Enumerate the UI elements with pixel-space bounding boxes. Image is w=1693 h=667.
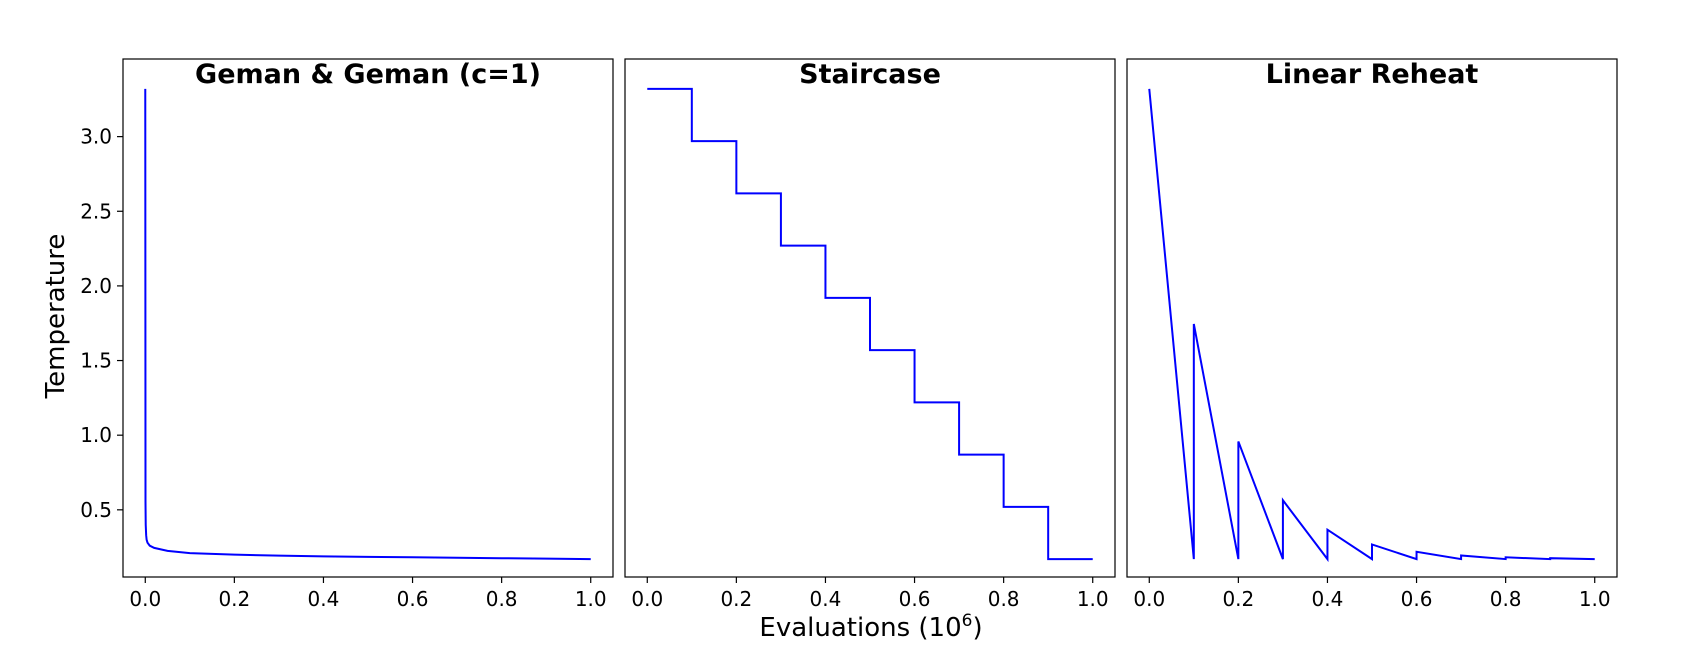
x-tick-label: 0.0 xyxy=(1133,587,1165,611)
x-tick-label: 0.4 xyxy=(1312,587,1344,611)
axes-frame xyxy=(1126,58,1618,578)
y-tick-label: 0.5 xyxy=(80,498,112,522)
x-tick-label: 0.6 xyxy=(397,587,429,611)
x-tick-label: 0.0 xyxy=(631,587,663,611)
x-tick-label: 0.8 xyxy=(486,587,518,611)
y-tick-label: 3.0 xyxy=(80,125,112,149)
chart-panel-3: 0.0 0.2 0.4 0.6 0.8 1.0 Linear Reheat xyxy=(1126,58,1618,611)
panel-title: Geman & Geman (c=1) xyxy=(195,59,541,90)
y-tick-label: 1.0 xyxy=(80,423,112,447)
x-tick-label: 0.0 xyxy=(129,587,161,611)
x-tick-label: 0.4 xyxy=(810,587,842,611)
chart-panel-2: 0.0 0.2 0.4 0.6 0.8 1.0 Staircase xyxy=(624,58,1116,611)
panel-title: Linear Reheat xyxy=(1266,59,1479,90)
y-axis-label: Temperature xyxy=(41,234,71,400)
x-tick-label: 1.0 xyxy=(575,587,607,611)
y-tick-label: 2.5 xyxy=(80,199,112,223)
x-tick-label: 0.2 xyxy=(218,587,250,611)
series-line-2-1 xyxy=(647,87,1093,561)
x-axis-label-text: Evaluations (10 xyxy=(759,613,961,643)
x-tick-label: 0.8 xyxy=(988,587,1020,611)
axes-frame xyxy=(624,58,1116,578)
x-axis-label-close: ) xyxy=(972,613,982,643)
x-axis-label: Evaluations (106) xyxy=(759,611,982,643)
x-tick-label: 0.8 xyxy=(1490,587,1522,611)
chart-panel-1: 0.0 0.2 0.4 0.6 0.8 1.0 0.5 1.0 1.5 2.0 2.5 3.0 Gema… xyxy=(80,58,614,611)
x-tick-label: 0.2 xyxy=(720,587,752,611)
x-axis-label-exponent: 6 xyxy=(962,611,973,631)
series-line-1-1 xyxy=(144,88,591,561)
y-tick-label: 2.0 xyxy=(80,274,112,298)
x-tick-label: 0.6 xyxy=(899,587,931,611)
panel-title: Staircase xyxy=(799,59,941,90)
y-tick-label: 1.5 xyxy=(80,349,112,373)
series-line-3-1 xyxy=(1148,88,1595,563)
x-tick-label: 1.0 xyxy=(1077,587,1109,611)
panels: 0.0 0.2 0.4 0.6 0.8 1.0 0.5 1.0 1.5 2.0 2.5 3.0 Gema… xyxy=(80,58,1618,611)
axes-frame xyxy=(122,58,614,578)
x-tick-label: 0.6 xyxy=(1401,587,1433,611)
x-tick-label: 0.4 xyxy=(308,587,340,611)
x-tick-label: 0.2 xyxy=(1222,587,1254,611)
x-tick-label: 1.0 xyxy=(1579,587,1611,611)
